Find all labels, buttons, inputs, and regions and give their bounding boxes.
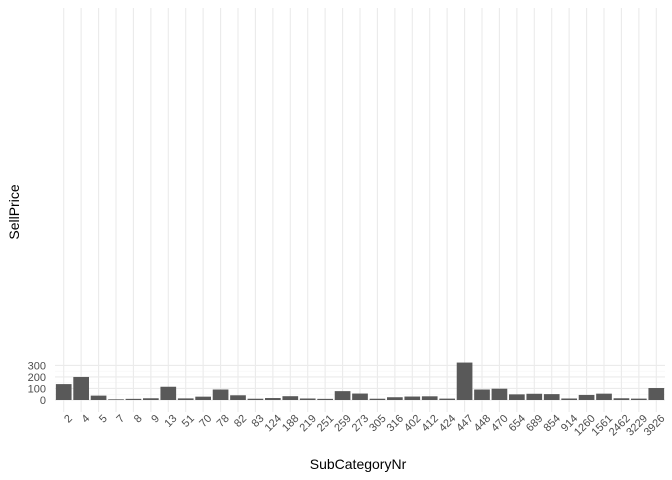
x-tick-label: 424 bbox=[437, 413, 458, 434]
x-tick-label: 251 bbox=[315, 413, 336, 434]
x-tick-label: 654 bbox=[507, 413, 528, 434]
x-tick-label: 316 bbox=[385, 413, 406, 434]
x-tick-label: 854 bbox=[541, 413, 562, 434]
x-tick-label: 3926 bbox=[642, 413, 668, 439]
bar-4 bbox=[73, 376, 89, 400]
bar-447 bbox=[456, 362, 473, 400]
bar-448 bbox=[474, 389, 490, 400]
bar-188 bbox=[282, 396, 299, 400]
x-tick-label: 7 bbox=[114, 413, 127, 426]
bar-412 bbox=[421, 396, 438, 400]
x-tick-label: 5 bbox=[97, 413, 110, 426]
x-tick-label: 4 bbox=[80, 413, 93, 426]
bar-316 bbox=[387, 397, 403, 400]
x-tick-label: 51 bbox=[180, 413, 197, 430]
bar-51 bbox=[177, 398, 194, 400]
x-tick-label: 273 bbox=[350, 413, 371, 434]
bars bbox=[55, 362, 665, 400]
bar-689 bbox=[526, 393, 543, 400]
bar-2 bbox=[55, 384, 72, 400]
bar-273 bbox=[352, 393, 368, 400]
bar-1561 bbox=[596, 393, 612, 400]
bar-2462 bbox=[613, 398, 630, 400]
bar-5 bbox=[90, 395, 107, 400]
bar-654 bbox=[509, 394, 525, 400]
bar-78 bbox=[212, 389, 229, 400]
x-tick-label: 13 bbox=[162, 413, 179, 430]
x-tick-label: 82 bbox=[232, 413, 249, 430]
bar-1260 bbox=[578, 394, 595, 400]
y-axis-title: SellPrice bbox=[6, 184, 22, 239]
bar-470 bbox=[491, 388, 508, 400]
x-tick-label: 9 bbox=[149, 413, 162, 426]
x-tick-label: 412 bbox=[419, 413, 440, 434]
bar-8 bbox=[125, 398, 142, 400]
bar-424 bbox=[439, 398, 455, 400]
bar-83 bbox=[247, 398, 264, 400]
bar-13 bbox=[160, 386, 177, 400]
bar-402 bbox=[404, 396, 421, 400]
x-tick-label: 402 bbox=[402, 413, 423, 434]
x-tick-label: 259 bbox=[332, 413, 353, 434]
y-tick-label: 100 bbox=[28, 383, 46, 395]
x-axis-ticks: 2 4 5 7 8 9 13 51 70 78 82 831241882192512592733053… bbox=[62, 413, 667, 439]
x-tick-label: 70 bbox=[197, 413, 214, 430]
bar-9 bbox=[143, 398, 159, 400]
grid-lines bbox=[55, 8, 665, 412]
bar-3229 bbox=[631, 398, 647, 400]
bar-305 bbox=[369, 398, 386, 400]
x-tick-label: 448 bbox=[472, 413, 493, 434]
bar-219 bbox=[299, 398, 316, 400]
x-tick-label: 188 bbox=[280, 413, 301, 434]
bar-82 bbox=[230, 395, 246, 400]
y-tick-label: 200 bbox=[28, 372, 46, 384]
bar-70 bbox=[195, 396, 211, 400]
x-tick-label: 124 bbox=[263, 413, 284, 434]
x-axis-title: SubCategoryNr bbox=[310, 456, 407, 472]
x-tick-label: 78 bbox=[215, 413, 232, 430]
bar-259 bbox=[334, 391, 351, 400]
x-tick-label: 470 bbox=[489, 413, 510, 434]
bar-7 bbox=[108, 399, 124, 400]
bar-854 bbox=[543, 394, 560, 400]
x-tick-label: 447 bbox=[454, 413, 475, 434]
y-tick-label: 0 bbox=[40, 395, 46, 407]
x-tick-label: 8 bbox=[132, 413, 145, 426]
bar-914 bbox=[561, 398, 577, 400]
bar-3926 bbox=[648, 388, 665, 400]
x-tick-label: 219 bbox=[297, 413, 318, 434]
bar-251 bbox=[317, 398, 333, 400]
x-tick-label: 305 bbox=[367, 413, 388, 434]
y-tick-label: 300 bbox=[28, 360, 46, 372]
bar-124 bbox=[265, 398, 281, 400]
x-tick-label: 689 bbox=[524, 413, 545, 434]
x-tick-label: 2 bbox=[62, 413, 75, 426]
